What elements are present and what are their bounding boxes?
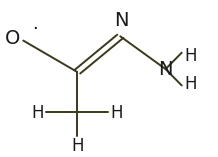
Text: H: H	[111, 103, 123, 122]
Text: H: H	[184, 75, 196, 93]
Text: H: H	[184, 46, 196, 65]
Text: N: N	[114, 11, 129, 30]
Text: O: O	[5, 29, 20, 48]
Text: H: H	[31, 103, 44, 122]
Text: H: H	[71, 137, 83, 155]
Text: N: N	[158, 60, 173, 78]
Text: ·: ·	[32, 20, 38, 38]
